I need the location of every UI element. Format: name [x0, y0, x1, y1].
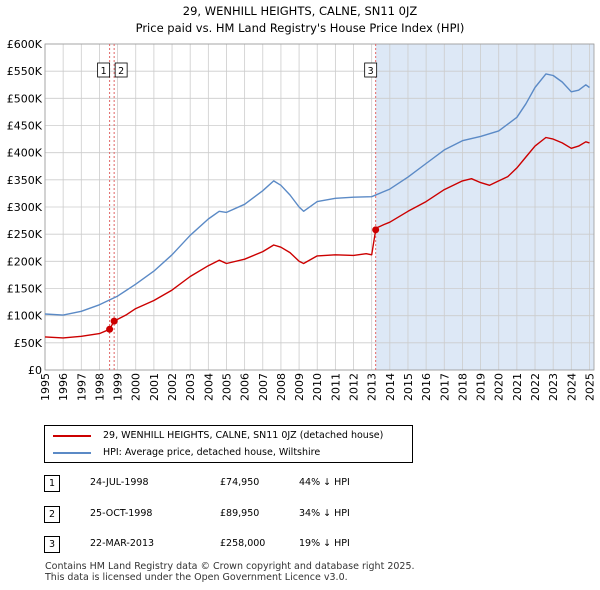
x-tick-label: 2005	[220, 373, 233, 401]
price-chart: 29, WENHILL HEIGHTS, CALNE, SN11 0JZ Pri…	[7, 4, 597, 401]
x-tick-label: 1995	[39, 373, 52, 401]
hpi-line	[44, 73, 590, 316]
sale-point	[110, 317, 118, 325]
y-tick-label: £0	[28, 364, 42, 377]
legend-swatch-property	[53, 434, 91, 437]
x-tick-label: 2015	[402, 373, 415, 401]
transaction-date: 22-MAR-2013	[90, 538, 155, 549]
x-tick-label: 2011	[329, 373, 342, 401]
sale-badge	[97, 62, 111, 78]
footer: Contains HM Land Registry data © Crown c…	[45, 561, 415, 583]
x-tick-label: 2018	[456, 373, 469, 401]
transaction-date: 25-OCT-1998	[90, 508, 153, 519]
table-row: 3 22-MAR-2013 £258,000 19% ↓ HPI	[44, 536, 404, 556]
x-tick-label: 2003	[184, 373, 197, 401]
x-tick-label: 2004	[202, 373, 215, 401]
y-tick-label: £500K	[7, 92, 43, 105]
x-tick-label: 1999	[112, 373, 125, 401]
footer-copyright: Contains HM Land Registry data © Crown c…	[45, 561, 415, 572]
x-tick-label: 2016	[420, 373, 433, 401]
plot-frame	[44, 43, 595, 371]
sale-badge-label: 2	[118, 66, 124, 77]
transaction-hpi: 34% ↓ HPI	[299, 508, 350, 519]
x-tick-label: 1998	[93, 373, 106, 401]
x-tick-label: 2012	[348, 373, 361, 401]
sale-point	[106, 325, 114, 333]
x-tick-label: 2020	[493, 373, 506, 401]
y-tick-label: £200K	[7, 255, 43, 268]
x-tick-label: 2007	[257, 373, 270, 401]
x-tick-label: 2001	[148, 373, 161, 401]
legend-item-property: 29, WENHILL HEIGHTS, CALNE, SN11 0JZ (de…	[53, 428, 383, 444]
sale-badge	[364, 62, 378, 78]
x-tick-label: 2017	[438, 373, 451, 401]
transaction-price: £89,950	[220, 508, 260, 519]
y-tick-label: £150K	[7, 283, 43, 296]
x-tick-label: 1997	[75, 373, 88, 401]
transaction-hpi: 19% ↓ HPI	[299, 538, 350, 549]
x-tick-label: 2006	[239, 373, 252, 401]
table-row: 1 24-JUL-1998 £74,950 44% ↓ HPI	[44, 475, 404, 495]
transaction-hpi: 44% ↓ HPI	[299, 477, 350, 488]
y-tick-label: £350K	[7, 174, 43, 187]
x-tick-label: 2014	[384, 373, 397, 401]
y-tick-label: £450K	[7, 120, 43, 133]
chart-subtitle: Price paid vs. HM Land Registry's House …	[136, 21, 465, 35]
x-tick-label: 2021	[511, 373, 524, 401]
legend-label-property: 29, WENHILL HEIGHTS, CALNE, SN11 0JZ (de…	[103, 430, 384, 441]
transaction-price: £74,950	[220, 477, 260, 488]
property-price-line	[44, 136, 590, 339]
x-tick-label: 2000	[130, 373, 143, 401]
sale-point	[372, 226, 380, 234]
x-tick-label: 2025	[583, 373, 596, 401]
y-tick-label: £600K	[7, 38, 43, 51]
legend-label-hpi: HPI: Average price, detached house, Wilt…	[103, 447, 321, 458]
transaction-number: 1	[44, 475, 60, 492]
y-tick-label: £300K	[7, 201, 43, 214]
transaction-number: 2	[44, 506, 60, 523]
x-tick-label: 2023	[547, 373, 560, 401]
x-tick-label: 2024	[565, 373, 578, 401]
y-tick-label: £250K	[7, 228, 43, 241]
x-tick-label: 2002	[166, 373, 179, 401]
y-tick-label: £400K	[7, 147, 43, 160]
x-tick-label: 2022	[529, 373, 542, 401]
chart-title: 29, WENHILL HEIGHTS, CALNE, SN11 0JZ	[183, 4, 418, 18]
x-tick-label: 2013	[366, 373, 379, 401]
sale-badge-label: 1	[101, 66, 107, 77]
y-tick-label: £550K	[7, 65, 43, 78]
legend: 29, WENHILL HEIGHTS, CALNE, SN11 0JZ (de…	[44, 425, 413, 463]
transaction-price: £258,000	[220, 538, 266, 549]
sale-badge-label: 3	[368, 66, 374, 77]
footer-licence: This data is licensed under the Open Gov…	[45, 572, 348, 583]
x-tick-label: 2008	[275, 373, 288, 401]
x-tick-label: 2009	[293, 373, 306, 401]
transaction-date: 24-JUL-1998	[90, 477, 149, 488]
sale-badge	[114, 62, 128, 78]
x-tick-label: 1996	[57, 373, 70, 401]
y-tick-label: £50K	[14, 337, 43, 350]
legend-swatch-hpi	[53, 451, 91, 454]
x-tick-label: 2010	[311, 373, 324, 401]
transaction-number: 3	[44, 536, 60, 553]
legend-item-hpi: HPI: Average price, detached house, Wilt…	[53, 445, 320, 461]
y-tick-label: £100K	[7, 310, 43, 323]
table-row: 2 25-OCT-1998 £89,950 34% ↓ HPI	[44, 506, 404, 526]
x-tick-label: 2019	[475, 373, 488, 401]
